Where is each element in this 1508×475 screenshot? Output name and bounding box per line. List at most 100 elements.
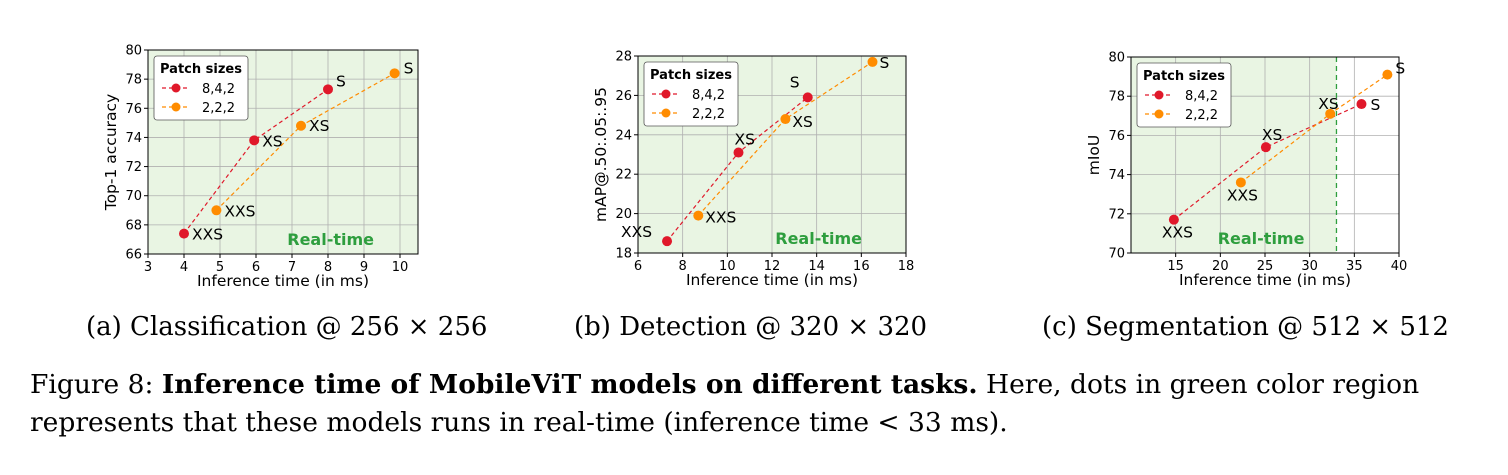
x-tick-label: 8 <box>679 259 687 274</box>
x-tick-label: 14 <box>808 259 825 274</box>
y-tick-label: 26 <box>615 89 632 104</box>
caption-prefix: Figure 8: <box>30 369 162 400</box>
y-tick-label: 74 <box>1108 168 1125 183</box>
y-tick-label: 28 <box>615 50 632 65</box>
x-axis-label: Inference time (in ms) <box>1179 271 1351 289</box>
legend-marker <box>1154 109 1164 119</box>
data-point-label: S <box>880 54 890 72</box>
x-tick-label: 20 <box>1212 259 1229 274</box>
y-tick-label: 20 <box>615 207 632 222</box>
figure-canvas: 3 4 5 6 7 8 9 106668707274767880Real-timeXXSXSS… <box>102 44 1407 291</box>
chart-detection: 6 8 10 12 14 16 18 18 20 22 24 26 28 Real-time XXS XS S X… <box>592 50 914 290</box>
data-point-label: S <box>336 72 346 90</box>
legend-marker <box>1154 90 1164 100</box>
data-point-label: XS <box>735 131 755 149</box>
chart-classification: 3 4 5 6 7 8 9 106668707274767880Real-timeXXSXSS… <box>102 44 419 290</box>
data-point-label: XXS <box>1162 224 1193 242</box>
legend-marker <box>171 83 181 93</box>
data-point-label: S <box>1395 60 1405 78</box>
x-tick-label: 25 <box>1257 259 1274 274</box>
data-point-842 <box>1260 142 1271 153</box>
data-point-label: XXS <box>224 202 255 220</box>
data-point-842 <box>179 228 189 239</box>
data-point-label: XXS <box>705 209 736 227</box>
y-tick-label: 74 <box>125 131 142 146</box>
x-tick-label: 6 <box>252 260 260 275</box>
data-point-label: S <box>790 73 800 91</box>
x-axis-label: Inference time (in ms) <box>686 271 858 289</box>
data-point-842 <box>802 92 813 103</box>
legend-entry: 8,4,2 <box>202 82 235 97</box>
x-tick-label: 40 <box>1391 259 1408 274</box>
legend-entry: 2,2,2 <box>1185 108 1218 123</box>
data-point-label: S <box>404 59 414 77</box>
plot-frame <box>1130 56 1400 254</box>
data-point-842 <box>733 147 744 158</box>
data-point-label: XS <box>1262 126 1282 144</box>
real-time-label: Real-time <box>775 229 862 248</box>
y-axis-label: mIoU <box>1085 135 1103 176</box>
series-line-222 <box>697 61 873 216</box>
data-point-label: XS <box>792 113 812 131</box>
x-tick-label: 12 <box>764 259 781 274</box>
x-tick-label: 4 <box>180 260 188 275</box>
data-point-222 <box>780 114 791 125</box>
x-tick-label: 15 <box>1167 259 1184 274</box>
x-tick-label: 10 <box>392 260 409 275</box>
data-point-842 <box>1168 214 1179 225</box>
data-point-222 <box>693 210 704 221</box>
data-point-842 <box>662 236 673 247</box>
data-point-842 <box>1356 99 1367 110</box>
data-point-label: XS <box>262 132 282 150</box>
x-tick-label: 16 <box>853 259 870 274</box>
y-axis-label: mAP@.50:.05:.95 <box>592 87 610 222</box>
real-time-label: Real-time <box>1218 229 1305 248</box>
x-tick-label: 6 <box>634 259 642 274</box>
x-axis-label: Inference time (in ms) <box>197 272 369 290</box>
data-point-label: XXS <box>1227 186 1258 204</box>
data-point-222 <box>1325 108 1336 119</box>
x-tick-label: 30 <box>1301 259 1318 274</box>
legend-marker <box>171 102 181 112</box>
x-tick-label: 5 <box>216 260 224 275</box>
subcaption-segmentation: (c) Segmentation @ 512 × 512 <box>1042 312 1449 342</box>
data-point-842 <box>249 135 260 146</box>
data-point-label: XS <box>309 117 329 135</box>
legend-title: Patch sizes <box>1143 69 1225 84</box>
legend-entry: 2,2,2 <box>202 101 235 116</box>
y-tick-label: 76 <box>1108 129 1125 144</box>
data-point-label: XS <box>1318 95 1338 113</box>
caption-rest: Here, dots in green color region represe… <box>30 369 1420 438</box>
y-tick-label: 72 <box>125 160 142 175</box>
series-line-842 <box>183 88 329 234</box>
x-tick-label: 9 <box>360 260 368 275</box>
x-tick-label: 8 <box>324 260 332 275</box>
y-tick-label: 22 <box>615 168 632 183</box>
y-tick-label: 68 <box>125 218 142 233</box>
x-tick-label: 10 <box>719 259 736 274</box>
y-tick-label: 78 <box>125 73 142 88</box>
y-tick-label: 72 <box>1108 207 1125 222</box>
data-point-222 <box>1235 177 1246 188</box>
data-point-222 <box>296 120 306 131</box>
caption-bold: Inference time of MobileViT models on di… <box>161 369 978 400</box>
y-axis-label: Top-1 accuracy <box>102 94 120 211</box>
subcaption-detection: (b) Detection @ 320 × 320 <box>574 312 928 342</box>
data-point-222 <box>211 205 222 216</box>
y-tick-label: 70 <box>125 189 142 204</box>
data-point-222 <box>389 68 400 79</box>
y-tick-label: 80 <box>1108 51 1125 66</box>
chart-segmentation: 15 20 25 30 35 40 70 72 74 76 78 80 Real-time XXS XS S X… <box>1085 51 1407 290</box>
x-tick-label: 18 <box>898 259 915 274</box>
x-tick-label: 3 <box>144 260 152 275</box>
figure-caption: Figure 8: Inference time of MobileViT mo… <box>30 366 1490 442</box>
data-point-842 <box>323 84 333 95</box>
y-tick-label: 18 <box>615 247 632 262</box>
subcaption-classification: (a) Classification @ 256 × 256 <box>86 312 488 342</box>
plot-frame <box>637 55 907 254</box>
legend-entry: 2,2,2 <box>692 107 725 122</box>
x-tick-label: 35 <box>1346 259 1363 274</box>
y-tick-label: 24 <box>615 128 632 143</box>
y-tick-label: 80 <box>125 44 142 59</box>
y-tick-label: 70 <box>1108 247 1125 262</box>
